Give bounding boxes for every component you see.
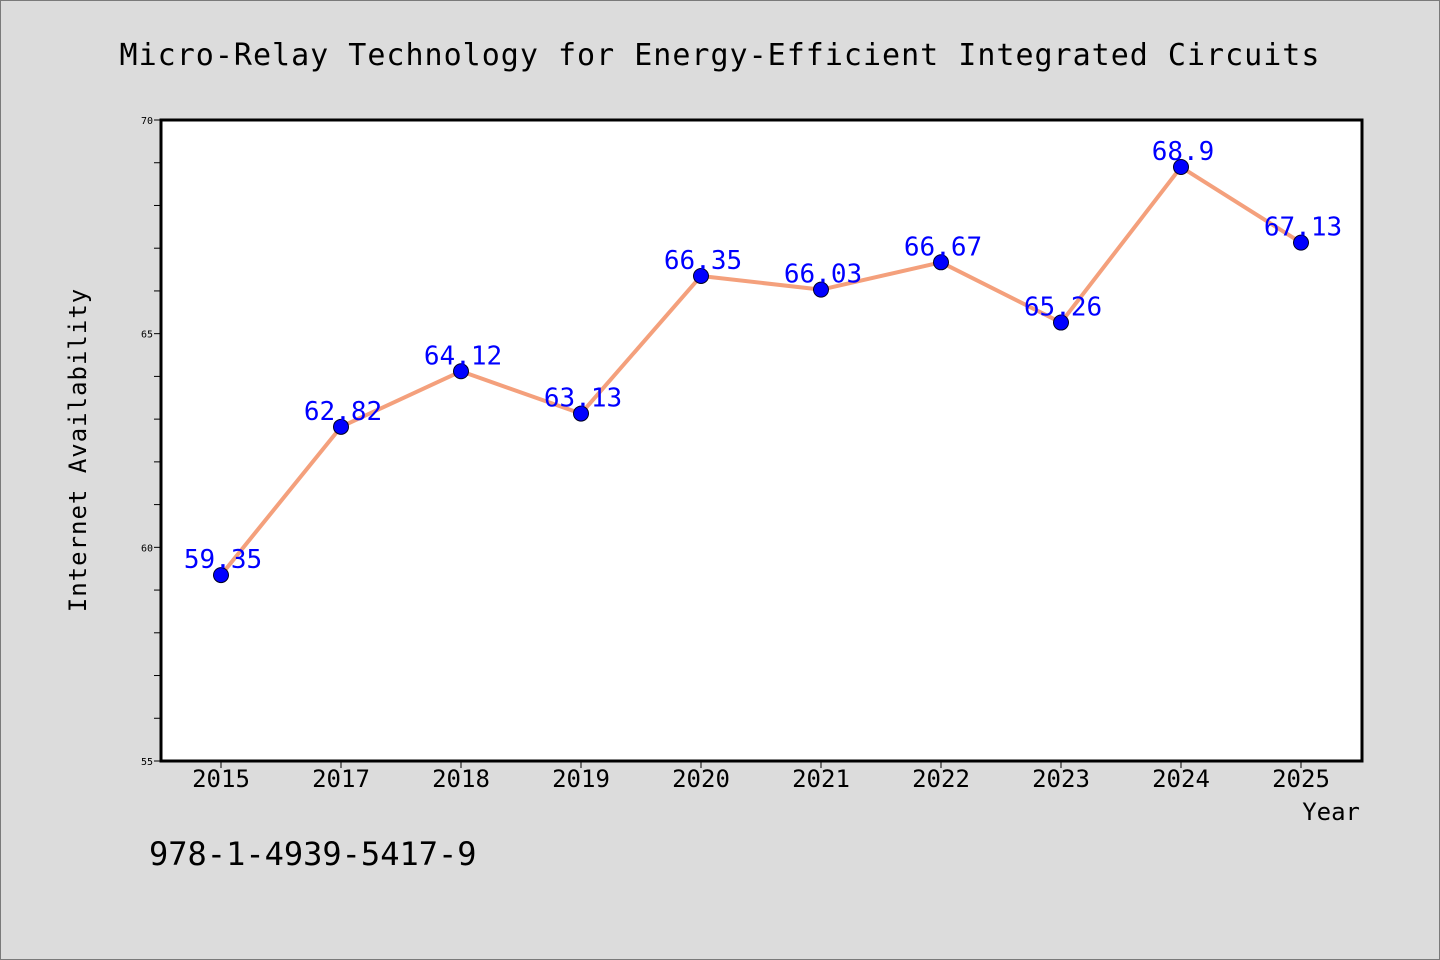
data-label: 63.13 — [544, 384, 622, 414]
x-tick-label: 2018 — [432, 765, 490, 793]
data-point — [693, 267, 709, 284]
data-point — [1293, 234, 1309, 251]
data-point — [213, 567, 229, 584]
data-point — [453, 363, 469, 380]
data-point — [333, 418, 349, 435]
x-tick-label: 2017 — [312, 765, 370, 793]
y-tick-label: 60 — [141, 543, 153, 554]
y-tick-label: 65 — [141, 330, 153, 341]
x-tick-label: 2021 — [792, 765, 850, 793]
data-label: 62.82 — [304, 397, 382, 427]
marker-group — [213, 159, 1309, 584]
data-label: 66.35 — [664, 246, 742, 276]
x-tick-label: 2025 — [1272, 765, 1330, 793]
x-tick-label: 2024 — [1152, 765, 1210, 793]
data-label: 67.13 — [1264, 213, 1342, 243]
data-label: 66.03 — [784, 260, 862, 290]
x-tick-label: 2022 — [912, 765, 970, 793]
data-point — [813, 281, 829, 298]
chart-title: Micro-Relay Technology for Energy-Effici… — [120, 38, 1321, 73]
data-point — [573, 405, 589, 422]
y-tick-label: 70 — [141, 116, 153, 127]
plot-area — [159, 118, 1364, 763]
y-axis: 55 60 65 70 — [141, 116, 161, 768]
x-tick-label: 2019 — [552, 765, 610, 793]
x-axis-label: Year — [1302, 798, 1360, 826]
data-label: 68.9 — [1152, 137, 1215, 167]
data-label: 65.26 — [1024, 293, 1102, 323]
data-point — [933, 254, 949, 271]
x-tick-label: 2015 — [192, 765, 250, 793]
data-label-group: 59.35 62.82 64.12 63.13 66.35 66.03 66.67 65.26… — [184, 137, 1342, 575]
y-tick-label: 55 — [141, 757, 153, 768]
isbn-text: 978-1-4939-5417-9 — [149, 835, 477, 873]
series-line — [219, 165, 1303, 578]
data-label: 64.12 — [424, 341, 502, 371]
x-tick-label: 2020 — [672, 765, 730, 793]
data-point — [1053, 314, 1069, 331]
data-label: 66.67 — [904, 232, 982, 262]
x-tick-label: 2023 — [1032, 765, 1090, 793]
series-line-group — [219, 165, 1303, 578]
data-point — [1173, 159, 1189, 176]
data-label: 59.35 — [184, 545, 262, 575]
y-axis-label: Internet Availability — [64, 288, 92, 612]
x-axis: 2015 2017 2018 2019 2020 2021 2022 2023 2024 2025 — [192, 761, 1330, 793]
